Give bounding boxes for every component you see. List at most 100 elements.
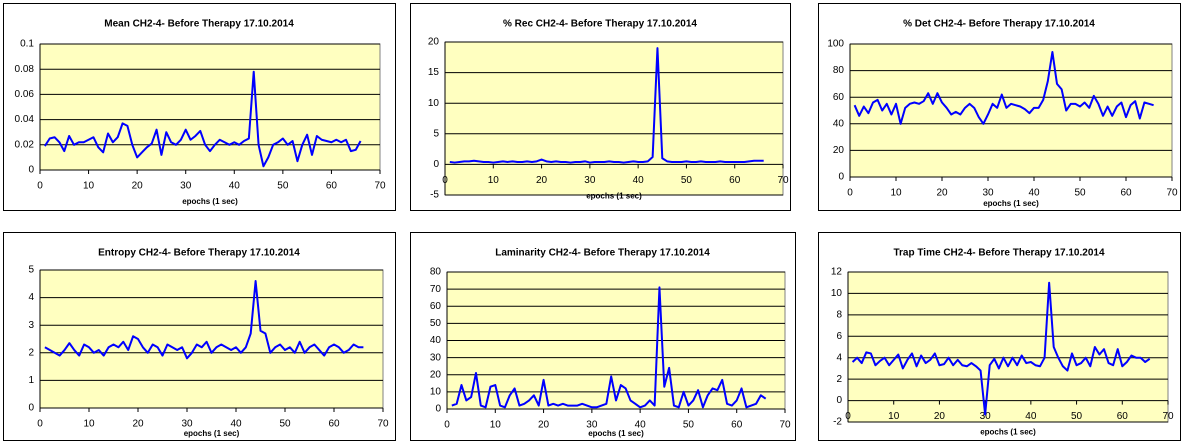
x-tick-label: 0	[845, 411, 851, 422]
y-tick-label: 20	[430, 369, 442, 380]
y-tick-label: 0	[433, 159, 439, 170]
y-tick-label: 4	[28, 292, 34, 303]
y-tick-label: 60	[833, 92, 845, 103]
x-tick-label: 0	[847, 188, 853, 199]
y-tick-label: 0.1	[20, 39, 34, 50]
x-tick-label: 60	[1117, 411, 1129, 422]
y-tick-label: 0.04	[15, 114, 35, 125]
plot-area	[847, 271, 1169, 423]
y-tick-label: 100	[827, 39, 844, 50]
x-tick-label: 30	[181, 419, 193, 430]
x-tick-label: 20	[132, 181, 144, 192]
x-tick-label: 40	[230, 419, 242, 430]
x-tick-label: 0	[37, 419, 43, 430]
x-tick-label: 40	[635, 420, 647, 431]
y-tick-label: 5	[28, 265, 34, 276]
x-tick-label: 30	[584, 175, 596, 186]
x-tick-label: 40	[229, 181, 241, 192]
y-tick-label: 20	[428, 37, 440, 48]
x-tick-label: 50	[277, 181, 289, 192]
x-tick-label: 60	[1120, 188, 1132, 199]
x-tick-label: 70	[374, 181, 386, 192]
x-tick-label: 0	[442, 175, 448, 186]
x-axis-label: epochs (1 sec)	[182, 197, 238, 206]
x-axis-label: epochs (1 sec)	[586, 192, 642, 201]
y-tick-label: 0.06	[15, 89, 35, 100]
x-tick-label: 0	[444, 420, 450, 431]
y-tick-label: 0	[838, 172, 844, 183]
chart-title: % Rec CH2-4- Before Therapy 17.10.2014	[503, 19, 697, 30]
y-tick-label: 0	[28, 403, 34, 414]
y-tick-label: -5	[430, 190, 439, 201]
y-tick-label: 40	[430, 335, 442, 346]
y-tick-label: 4	[836, 352, 842, 363]
chart-title: % Det CH2-4- Before Therapy 17.10.2014	[903, 19, 1095, 30]
x-tick-label: 40	[1025, 411, 1037, 422]
y-tick-label: 50	[430, 318, 442, 329]
y-tick-label: 12	[831, 267, 843, 278]
x-tick-label: 20	[132, 419, 144, 430]
y-tick-label: 0	[28, 165, 34, 176]
y-tick-label: 8	[836, 309, 842, 320]
x-tick-label: 40	[1028, 188, 1040, 199]
y-tick-label: -2	[833, 417, 842, 428]
x-tick-label: 60	[326, 181, 338, 192]
x-tick-label: 0	[37, 181, 43, 192]
x-tick-label: 70	[779, 420, 791, 431]
x-tick-label: 50	[683, 420, 695, 431]
x-axis-label: epochs (1 sec)	[980, 428, 1036, 437]
x-tick-label: 70	[777, 175, 789, 186]
y-tick-label: 1	[28, 375, 34, 386]
x-tick-label: 50	[1074, 188, 1086, 199]
chart-title: Mean CH2-4- Before Therapy 17.10.2014	[104, 19, 294, 30]
y-tick-label: 2	[28, 347, 34, 358]
y-tick-label: 0	[836, 395, 842, 406]
x-tick-label: 70	[377, 419, 389, 430]
y-tick-label: 10	[430, 387, 442, 398]
x-tick-label: 20	[934, 411, 946, 422]
x-tick-label: 60	[328, 419, 340, 430]
x-tick-label: 60	[729, 175, 741, 186]
y-tick-label: 10	[831, 288, 843, 299]
x-tick-label: 10	[490, 420, 502, 431]
data-line	[451, 286, 767, 409]
y-tick-label: 0.02	[15, 139, 35, 150]
x-tick-label: 30	[982, 188, 994, 199]
data-line	[44, 280, 364, 360]
chart-title: Trap Time CH2-4- Before Therapy 17.10.20…	[893, 248, 1104, 259]
x-tick-label: 10	[488, 175, 500, 186]
x-tick-label: 70	[1162, 411, 1174, 422]
x-axis-label: epochs (1 sec)	[983, 199, 1039, 208]
x-tick-label: 10	[888, 411, 900, 422]
y-tick-label: 40	[833, 118, 845, 129]
chart-title: Entropy CH2-4- Before Therapy 17.10.2014	[98, 248, 300, 259]
data-line	[851, 281, 1151, 416]
y-tick-label: 80	[430, 267, 442, 278]
y-tick-label: 30	[430, 352, 442, 363]
x-tick-label: 20	[538, 420, 550, 431]
x-tick-label: 30	[980, 411, 992, 422]
y-tick-label: 0.08	[15, 64, 35, 75]
data-line	[44, 70, 362, 168]
x-tick-label: 10	[83, 181, 95, 192]
x-tick-label: 50	[1071, 411, 1083, 422]
data-line	[853, 50, 1154, 125]
x-tick-label: 30	[586, 420, 598, 431]
x-tick-label: 50	[279, 419, 291, 430]
data-line	[449, 47, 764, 164]
y-tick-label: 3	[28, 320, 34, 331]
chart-title: Laminarity CH2-4- Before Therapy 17.10.2…	[495, 248, 710, 259]
x-tick-label: 20	[936, 188, 948, 199]
x-tick-label: 10	[83, 419, 95, 430]
y-tick-label: 80	[833, 65, 845, 76]
plot-area	[444, 41, 784, 196]
y-tick-label: 10	[428, 98, 440, 109]
y-tick-label: 15	[428, 67, 440, 78]
y-tick-label: 0	[435, 404, 441, 415]
x-axis-label: epochs (1 sec)	[184, 429, 240, 438]
y-tick-label: 20	[833, 145, 845, 156]
y-tick-label: 70	[430, 284, 442, 295]
x-tick-label: 70	[1166, 188, 1178, 199]
plot-area	[39, 269, 384, 409]
